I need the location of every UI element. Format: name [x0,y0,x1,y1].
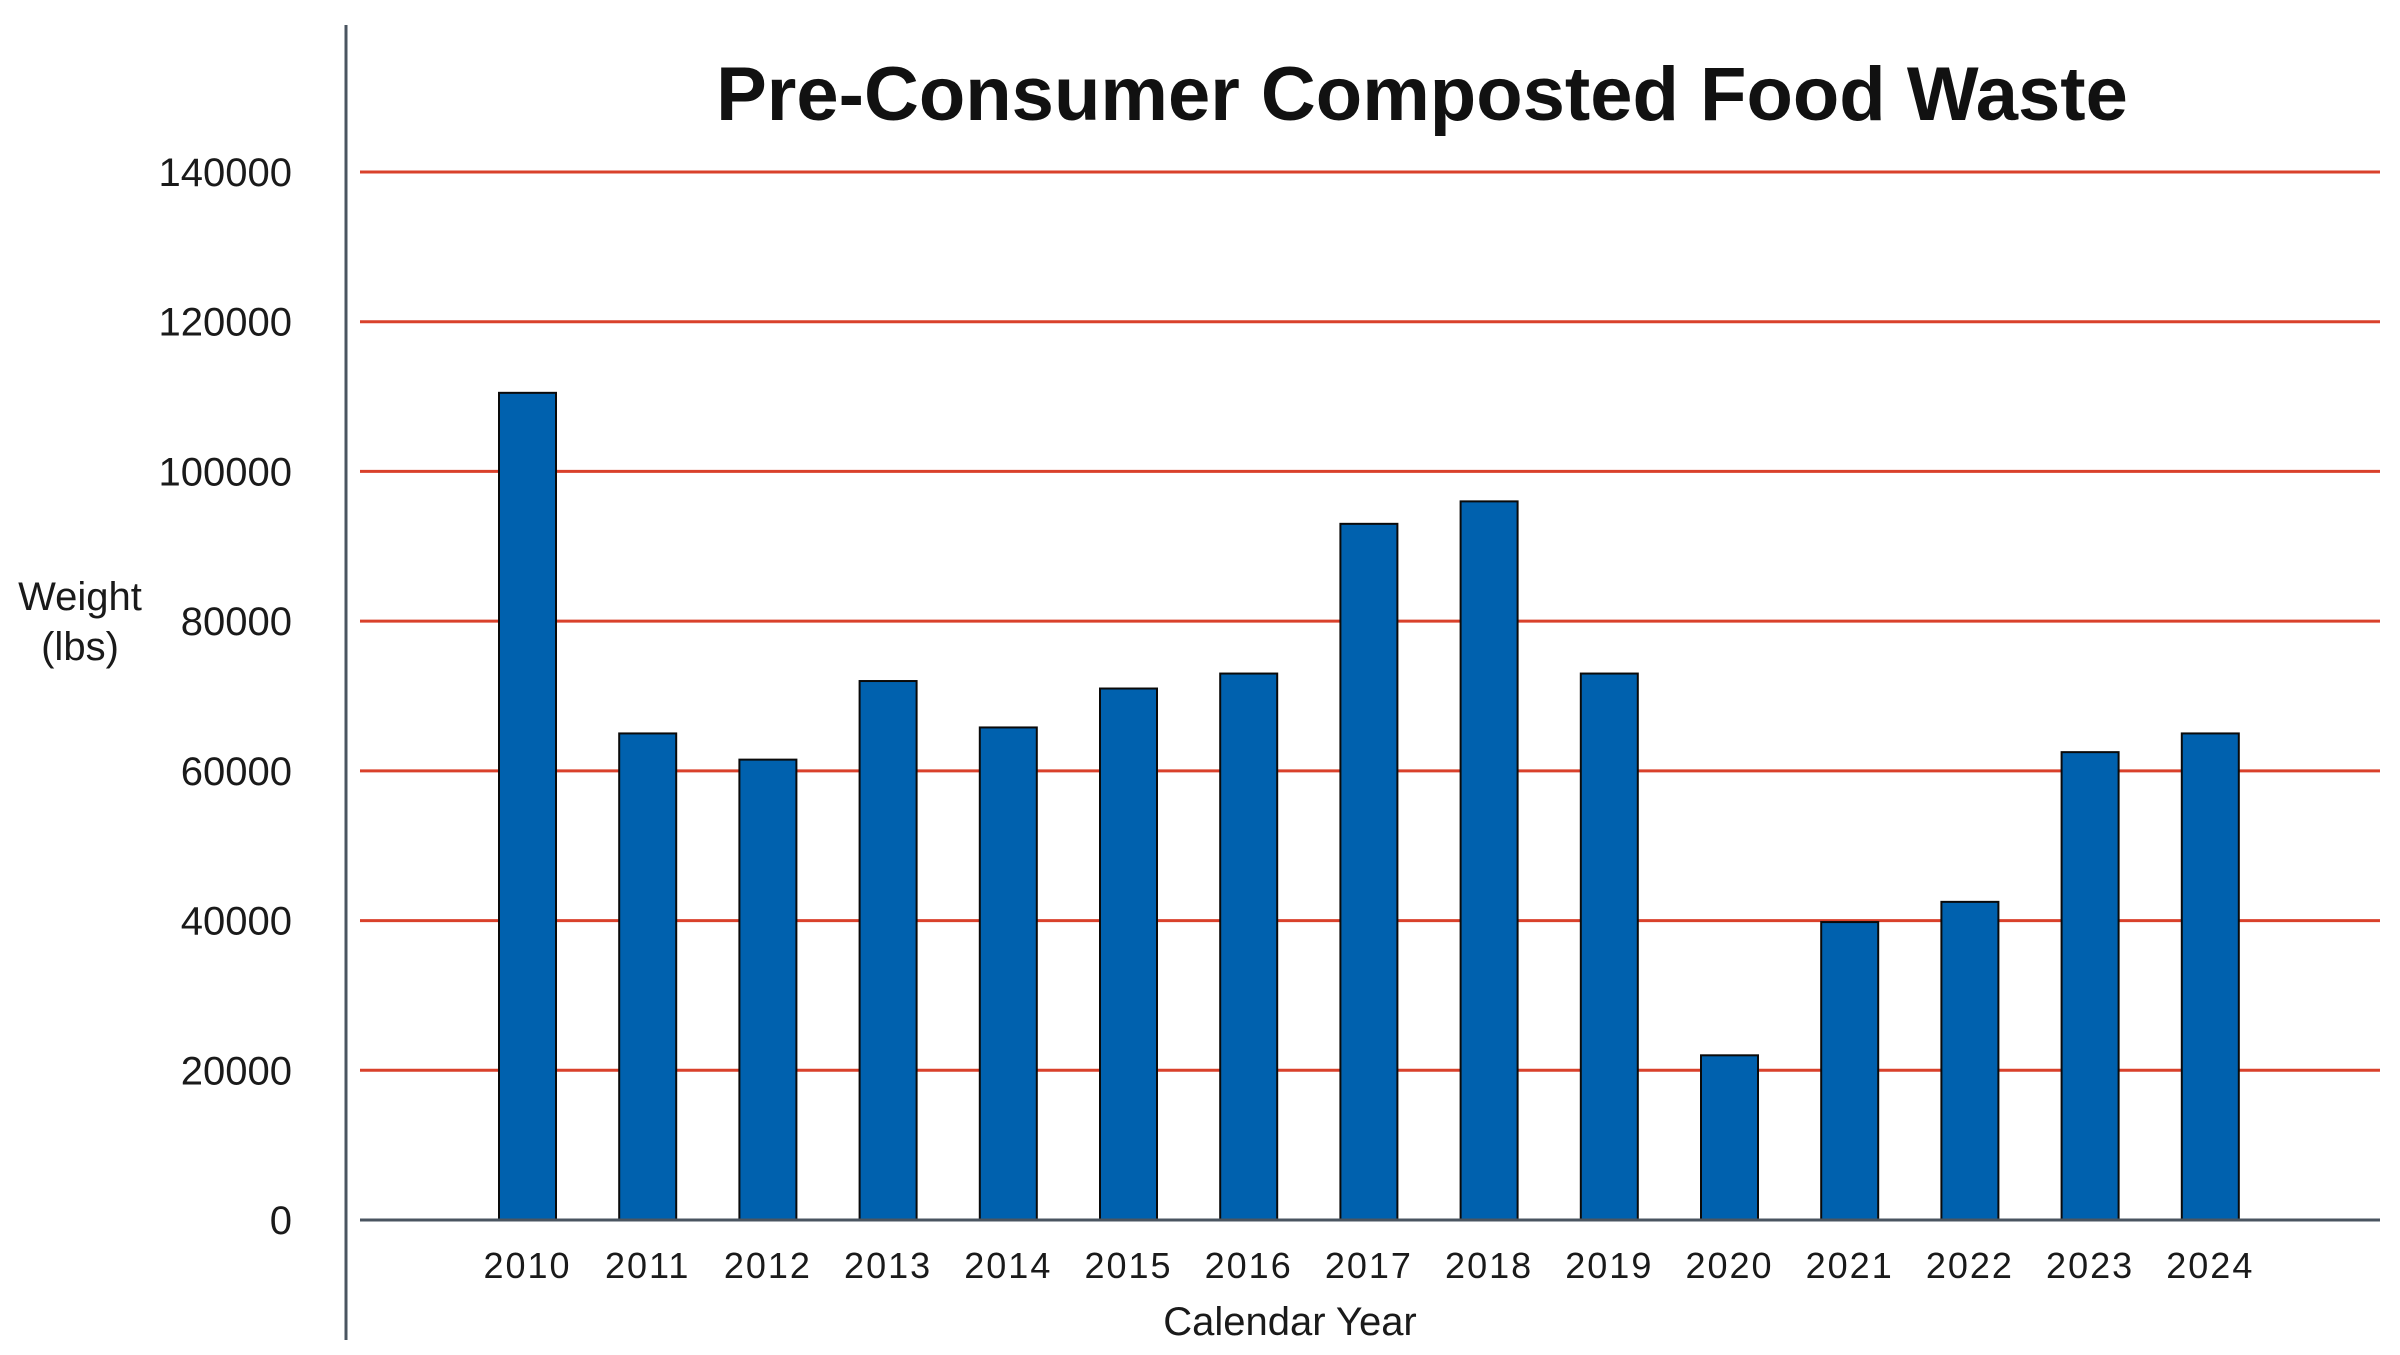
x-tick-label: 2014 [964,1245,1052,1286]
y-tick-label: 60000 [181,750,292,794]
x-tick-label: 2017 [1325,1245,1413,1286]
y-tick-label: 20000 [181,1049,292,1093]
bar-2010 [498,391,557,1222]
chart-title: Pre-Consumer Composted Food Waste [716,52,2128,137]
y-tick-label: 40000 [181,900,292,944]
x-axis-label: Calendar Year [1163,1300,1417,1344]
bar-2013 [858,680,918,1221]
y-tick-label: 120000 [159,301,292,345]
y-tick-label: 80000 [181,600,292,644]
bar-2020 [1700,1054,1759,1222]
x-tick-label: 2023 [2046,1245,2134,1286]
bar-2011 [618,732,678,1222]
axes [344,25,2380,1340]
x-tick-label: 2024 [2166,1245,2254,1286]
bar-2012 [738,758,798,1222]
x-tick-label: 2013 [844,1245,932,1286]
bar-2014 [978,726,1038,1221]
y-axis-label-line-1: Weight [18,575,142,619]
y-tick-label: 140000 [159,151,292,195]
y-tick-label: 100000 [159,450,292,494]
x-tick-label: 2015 [1084,1245,1172,1286]
x-tick-label: 2016 [1205,1245,1293,1286]
bar-2024 [2180,732,2240,1222]
y-axis-label-line-2: (lbs) [41,625,119,669]
bar-2016 [1219,672,1279,1221]
bars [498,391,2240,1222]
x-tick-label: 2010 [483,1245,571,1286]
x-tick-label: 2022 [1926,1245,2014,1286]
bar-2022 [1940,900,2000,1221]
bar-2021 [1820,921,1880,1221]
y-tick-label: 0 [270,1199,292,1243]
bar-2015 [1099,687,1158,1221]
x-tick-label: 2012 [724,1245,812,1286]
x-tick-label: 2021 [1806,1245,1894,1286]
y-tick-labels: 0 20000 40000 60000 80000 100000 120000 140000 [159,151,292,1243]
bar-2019 [1579,672,1639,1221]
bar-2018 [1459,500,1519,1222]
x-tick-label: 2019 [1565,1245,1653,1286]
bar-2017 [1339,522,1399,1221]
x-tick-labels: 2010 2011 2012 2013 2014 2015 2016 2017 2018 2019… [483,1245,2254,1286]
x-tick-label: 2020 [1685,1245,1773,1286]
bar-2023 [2060,751,2120,1222]
x-tick-label: 2018 [1445,1245,1533,1286]
x-tick-label: 2011 [605,1245,690,1286]
